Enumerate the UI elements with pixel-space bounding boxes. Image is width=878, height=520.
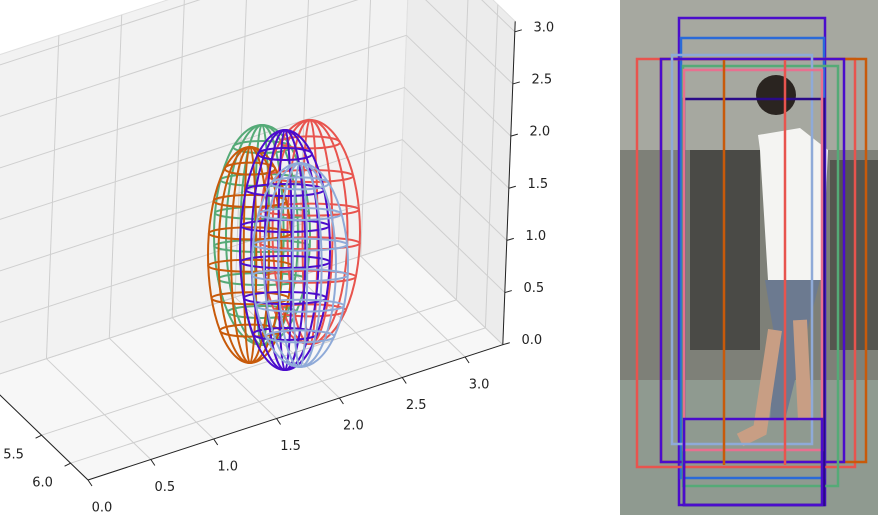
grid-line bbox=[402, 139, 508, 241]
x-tick bbox=[87, 479, 93, 487]
x-tick bbox=[464, 356, 470, 364]
parallel bbox=[255, 298, 345, 313]
x-tick-label: 0.0 bbox=[92, 501, 113, 516]
grid-line bbox=[481, 0, 516, 33]
x-axis bbox=[87, 344, 503, 481]
x-tick bbox=[401, 377, 407, 384]
grid-line bbox=[406, 34, 512, 137]
grid-line bbox=[398, 243, 504, 346]
parallel bbox=[217, 272, 307, 286]
z-tick bbox=[514, 29, 522, 33]
grid-line bbox=[484, 4, 499, 328]
z-tick bbox=[504, 290, 512, 294]
person-head bbox=[756, 75, 796, 115]
y-tick-label: 6.0 bbox=[32, 476, 53, 491]
x-tick bbox=[213, 438, 219, 446]
parallel bbox=[239, 255, 331, 269]
grid-line bbox=[0, 86, 405, 220]
x-tick bbox=[150, 459, 156, 466]
floor bbox=[620, 380, 878, 515]
grid-line bbox=[0, 139, 403, 272]
x-tick-label: 2.0 bbox=[343, 419, 364, 434]
y-tick bbox=[64, 462, 71, 467]
grid-line bbox=[0, 0, 201, 66]
parallel bbox=[270, 176, 330, 191]
z-tick bbox=[510, 133, 518, 137]
person-shorts bbox=[765, 280, 820, 420]
z-tick-label: 0.5 bbox=[523, 281, 544, 296]
ellipsoid-wire bbox=[251, 162, 349, 368]
grid-line bbox=[70, 327, 486, 464]
detection-box bbox=[659, 57, 846, 464]
parallel bbox=[264, 329, 336, 344]
z-tick-label: 0.0 bbox=[521, 333, 542, 348]
parallel bbox=[251, 268, 349, 283]
parallel bbox=[257, 207, 343, 221]
z-tick bbox=[502, 342, 510, 346]
person-legs bbox=[736, 319, 812, 447]
x-tick-label: 0.5 bbox=[155, 480, 176, 495]
grid-line bbox=[400, 191, 506, 293]
meridian bbox=[242, 146, 258, 364]
y-tick bbox=[35, 434, 42, 439]
parallel bbox=[259, 236, 361, 251]
detection-box bbox=[682, 417, 824, 507]
z-axis bbox=[502, 21, 516, 345]
x-tick bbox=[276, 418, 281, 425]
parallel bbox=[212, 194, 288, 208]
wall bbox=[620, 0, 878, 150]
grid-line bbox=[171, 0, 185, 318]
x-tick-label: 3.0 bbox=[469, 378, 490, 393]
grid-line bbox=[455, 0, 469, 300]
z-tick-label: 3.0 bbox=[533, 20, 554, 35]
grid-line bbox=[0, 0, 359, 117]
y-tick-label: 5.5 bbox=[3, 448, 24, 463]
detection-box bbox=[670, 53, 814, 446]
camera-frame bbox=[620, 0, 878, 515]
grid-line bbox=[45, 35, 60, 359]
z-tick-label: 1.0 bbox=[525, 229, 546, 244]
grid-line bbox=[404, 87, 510, 189]
person-shirt bbox=[758, 128, 828, 280]
grid-line bbox=[360, 0, 372, 257]
z-tick-label: 2.5 bbox=[531, 72, 552, 87]
grid-line bbox=[425, 0, 514, 85]
z-tick-label: 1.5 bbox=[527, 177, 548, 192]
x-tick-label: 1.5 bbox=[280, 439, 301, 454]
grid-line bbox=[41, 299, 457, 436]
z-tick-label: 2.0 bbox=[529, 125, 550, 140]
z-tick bbox=[508, 185, 516, 189]
x-tick-label: 1.0 bbox=[217, 460, 238, 475]
grid-line bbox=[108, 14, 123, 339]
parallel bbox=[210, 291, 290, 306]
grid-line bbox=[297, 0, 309, 277]
parallel bbox=[242, 291, 328, 305]
x-tick bbox=[338, 397, 344, 405]
detection-box bbox=[682, 68, 824, 452]
z-tick bbox=[512, 81, 520, 85]
parallel bbox=[260, 202, 360, 217]
x-tick-label: 2.5 bbox=[406, 398, 427, 413]
grid-line bbox=[0, 34, 407, 169]
plot-3d: 0.0 0.5 1.0 1.5 2.0 2.5 3.0 5.5 6.0 0.0 0.5 1.0 1.5 2… bbox=[0, 0, 554, 516]
meridian bbox=[291, 162, 309, 368]
parallel bbox=[251, 237, 349, 252]
parallel bbox=[257, 147, 313, 161]
z-tick bbox=[506, 237, 514, 241]
